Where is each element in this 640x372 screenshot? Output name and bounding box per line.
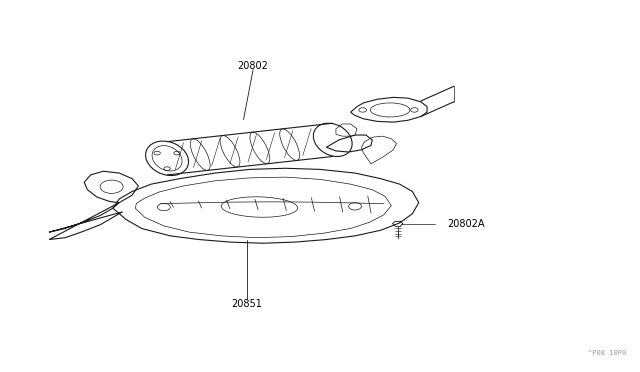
Ellipse shape	[314, 123, 352, 157]
Text: 20802: 20802	[237, 61, 269, 71]
Text: 20851: 20851	[231, 299, 262, 309]
Ellipse shape	[145, 141, 189, 176]
Text: ^P08 10P0: ^P08 10P0	[588, 350, 626, 356]
Circle shape	[100, 180, 123, 193]
Text: 20802A: 20802A	[447, 219, 485, 229]
